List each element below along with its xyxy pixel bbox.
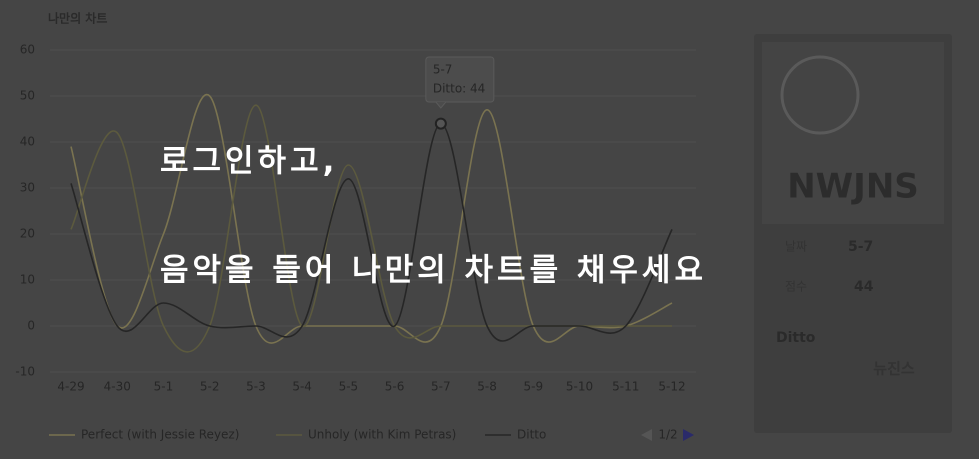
highlight-point bbox=[434, 117, 447, 130]
artist-name: 뉴진스 bbox=[873, 360, 915, 378]
date-label: 날짜 bbox=[785, 240, 807, 254]
tooltip bbox=[425, 56, 495, 103]
legend-next[interactable] bbox=[683, 429, 694, 441]
y-tick-label: 50 bbox=[20, 89, 35, 103]
x-tick-label: 5-2 bbox=[200, 380, 220, 394]
x-tick-label: 5-11 bbox=[612, 380, 639, 394]
x-tick-label: 5-5 bbox=[339, 380, 359, 394]
x-tick-label: 5-1 bbox=[154, 380, 174, 394]
x-tick-label: 4-29 bbox=[57, 380, 84, 394]
x-tick-label: 5-10 bbox=[566, 380, 593, 394]
y-tick-label: 40 bbox=[20, 135, 35, 149]
art-shape bbox=[780, 55, 860, 135]
y-tick-label: 20 bbox=[20, 227, 35, 241]
legend-prev[interactable] bbox=[641, 429, 652, 441]
x-tick-label: 5-3 bbox=[246, 380, 266, 394]
tooltip-text: Ditto: 44 bbox=[433, 82, 485, 96]
legend-label: Unholy (with Kim Petras) bbox=[308, 428, 456, 442]
song-title: Ditto bbox=[776, 330, 816, 346]
overlay-text: 로그인하고, bbox=[160, 144, 338, 180]
date-value: 5-7 bbox=[848, 239, 873, 255]
chart: -10 0 10 20 30 40 50 60 4-29 4-30 5-1 5-2 5-3 5-4 5-5 5… bbox=[15, 43, 696, 442]
x-tick-label: 5-9 bbox=[523, 380, 543, 394]
x-tick-label: 5-8 bbox=[477, 380, 497, 394]
overlay-text: 음악을 들어 나만의 차트를 채우세요 bbox=[160, 253, 707, 289]
y-tick-label: 60 bbox=[20, 43, 35, 57]
tooltip-pointer bbox=[435, 101, 447, 109]
legend-label: Perfect (with Jessie Reyez) bbox=[81, 428, 239, 442]
legend-label: Ditto bbox=[517, 428, 546, 442]
legend-page: 1/2 bbox=[658, 428, 677, 442]
x-tick-label: 4-30 bbox=[104, 380, 131, 394]
y-tick-label: 10 bbox=[20, 273, 35, 287]
tooltip-title: 5-7 bbox=[433, 63, 453, 77]
x-tick-label: 5-6 bbox=[385, 380, 405, 394]
album-art-text: NWJNS bbox=[787, 167, 919, 207]
album-art bbox=[762, 42, 944, 224]
series-line bbox=[70, 122, 673, 342]
x-tick-label: 5-4 bbox=[292, 380, 312, 394]
y-tick-label: -10 bbox=[15, 365, 35, 379]
x-tick-label: 5-12 bbox=[658, 380, 685, 394]
chart-title: 나만의 차트 bbox=[48, 11, 107, 26]
y-tick-label: 30 bbox=[20, 181, 35, 195]
x-tick-label: 5-7 bbox=[431, 380, 451, 394]
score-value: 44 bbox=[854, 279, 874, 295]
series-line bbox=[70, 93, 673, 344]
score-label: 점수 bbox=[785, 280, 807, 294]
y-tick-label: 0 bbox=[27, 319, 35, 333]
